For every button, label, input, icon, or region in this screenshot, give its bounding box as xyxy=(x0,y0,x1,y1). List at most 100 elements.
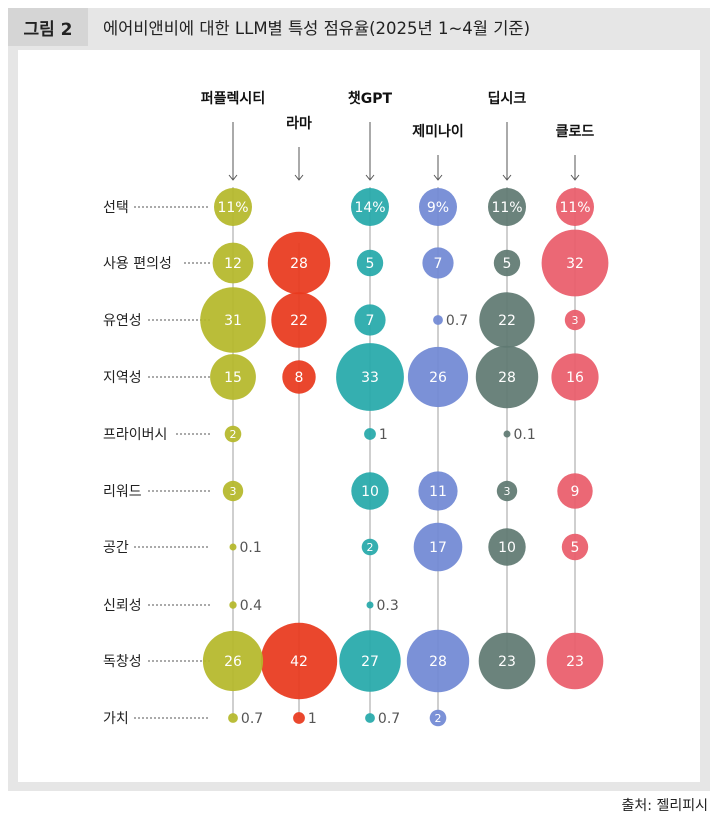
bubble xyxy=(222,480,244,502)
bubble-value-label: 0.7 xyxy=(241,711,263,727)
bubble-value-label: 0.7 xyxy=(378,711,400,727)
bubble xyxy=(260,622,338,700)
bubble-value-label: 22 xyxy=(290,313,308,329)
bubble-value-label: 11% xyxy=(491,200,522,216)
figure-header: 그림 2 에어비앤비에 대한 LLM별 특성 점유율(2025년 1~4월 기준… xyxy=(8,8,710,46)
bubble-value-label: 0.3 xyxy=(377,598,399,614)
bubble xyxy=(503,430,511,438)
bubble xyxy=(224,425,242,443)
bubble-value-label: 17 xyxy=(429,540,447,556)
bubble xyxy=(488,528,526,566)
bubble-value-label: 0.1 xyxy=(240,540,262,556)
bubble-value-label: 3 xyxy=(230,485,237,498)
bubble-value-label: 33 xyxy=(361,370,379,386)
model-arrowhead xyxy=(365,174,375,181)
model-arrowhead xyxy=(294,174,304,181)
row-label: 가치 xyxy=(103,711,129,727)
bubble xyxy=(366,601,374,609)
bubble xyxy=(361,538,379,556)
bubble-value-label: 0.7 xyxy=(446,313,468,329)
bubble-value-label: 3 xyxy=(572,314,579,327)
figure-title: 에어비앤비에 대한 LLM별 특성 점유율(2025년 1~4월 기준) xyxy=(103,19,531,38)
bubble xyxy=(429,709,447,727)
bubble xyxy=(229,543,237,551)
bubble xyxy=(212,242,254,284)
row-label: 지역성 xyxy=(103,370,142,386)
chart-panel: 선택 사용 편의성 유연성 지역성 프라이버시 리워드 공간 신뢰성 독창성 가치 퍼플렉시티 라마 챗… xyxy=(18,50,700,782)
model-arrowhead xyxy=(433,174,443,181)
bubble xyxy=(293,712,305,724)
bubble xyxy=(479,292,535,348)
bubble-value-label: 5 xyxy=(366,256,375,272)
model-label: 제미나이 xyxy=(412,123,464,140)
bubble xyxy=(488,188,526,226)
bubble-value-label: 5 xyxy=(503,256,512,272)
bubble xyxy=(210,354,256,400)
model-label: 퍼플렉시티 xyxy=(201,90,265,107)
bubble xyxy=(356,249,384,277)
bubble xyxy=(271,292,327,348)
bubble xyxy=(551,353,599,401)
bubble xyxy=(364,428,376,440)
bubble-value-label: 16 xyxy=(566,370,584,386)
bubble xyxy=(282,360,316,394)
row-label: 프라이버시 xyxy=(103,427,167,443)
bubble xyxy=(557,473,593,509)
bubble-value-label: 28 xyxy=(290,256,308,272)
bubble-value-label: 0.1 xyxy=(514,427,536,443)
row-label: 신뢰성 xyxy=(103,598,142,614)
bubble xyxy=(418,471,458,511)
model-label: 라마 xyxy=(286,116,312,132)
bubble-value-label: 7 xyxy=(434,256,443,272)
bubble-value-label: 15 xyxy=(224,370,242,386)
bubble xyxy=(214,188,252,226)
bubble xyxy=(556,188,594,226)
bubble-value-label: 11% xyxy=(559,200,590,216)
bubble-value-label: 1 xyxy=(308,711,317,727)
bubble xyxy=(419,188,457,226)
bubble-value-label: 28 xyxy=(429,654,447,670)
row-label: 선택 xyxy=(103,200,129,216)
bubble-value-label: 26 xyxy=(429,370,447,386)
model-label: 클로드 xyxy=(556,124,595,140)
model-arrowhead xyxy=(570,174,580,181)
bubble-value-label: 2 xyxy=(367,541,374,554)
figure-label: 그림 2 xyxy=(8,8,88,46)
bubble-value-label: 26 xyxy=(224,654,242,670)
bubble xyxy=(561,533,589,561)
source-note: 출처: 젤리피시 xyxy=(621,798,708,814)
bubble xyxy=(546,632,604,690)
row-label: 사용 편의성 xyxy=(103,256,172,272)
bubble-value-label: 32 xyxy=(566,256,584,272)
bubble-value-label: 23 xyxy=(566,654,584,670)
bubble xyxy=(433,315,443,325)
bubble xyxy=(229,601,237,609)
row-label: 공간 xyxy=(103,540,129,556)
model-label: 챗GPT xyxy=(348,91,393,107)
bubble xyxy=(413,522,463,572)
bubble-value-label: 28 xyxy=(498,370,516,386)
bubble xyxy=(475,345,539,409)
bubble xyxy=(267,231,331,295)
bubble-value-label: 2 xyxy=(435,712,442,725)
bubble xyxy=(336,343,404,411)
bubble-value-label: 11 xyxy=(429,484,447,500)
bubble xyxy=(351,188,389,226)
bubble-value-label: 10 xyxy=(361,484,379,500)
bubble-value-label: 5 xyxy=(571,540,580,556)
bubble-value-label: 0.4 xyxy=(240,598,262,614)
bubble xyxy=(496,480,518,502)
model-label: 딥시크 xyxy=(488,90,527,107)
bubble-value-label: 12 xyxy=(224,256,242,272)
bubble-value-label: 31 xyxy=(224,313,242,329)
bubble-value-label: 2 xyxy=(230,428,237,441)
model-arrowhead xyxy=(502,174,512,181)
bubble xyxy=(351,472,389,510)
bubble-value-label: 9 xyxy=(571,484,580,500)
bubble-value-label: 3 xyxy=(504,485,511,498)
bubble xyxy=(354,304,386,336)
bubble-value-label: 23 xyxy=(498,654,516,670)
bubble-value-label: 27 xyxy=(361,654,379,670)
bubble-value-label: 14% xyxy=(354,200,385,216)
